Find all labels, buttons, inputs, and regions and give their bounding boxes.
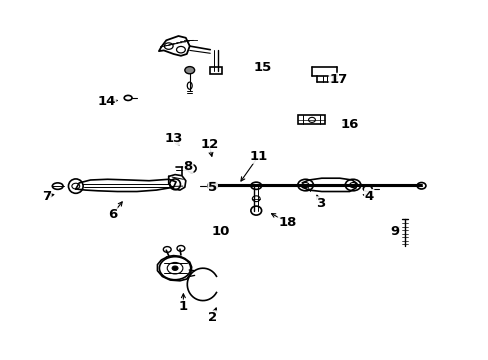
Text: 16: 16 (340, 118, 358, 131)
Text: 2: 2 (208, 311, 217, 324)
Text: 6: 6 (108, 208, 117, 221)
Text: 17: 17 (328, 73, 347, 86)
Text: 7: 7 (42, 190, 51, 203)
Circle shape (184, 67, 194, 74)
Text: 4: 4 (364, 190, 373, 203)
Text: 13: 13 (164, 132, 183, 145)
Bar (210, 67, 222, 74)
Text: 3: 3 (315, 197, 324, 210)
Text: 11: 11 (248, 150, 267, 163)
Text: 12: 12 (200, 138, 218, 151)
Text: 1: 1 (179, 300, 187, 313)
Bar (298, 115, 325, 124)
Text: 10: 10 (211, 225, 230, 238)
Text: 8: 8 (183, 160, 192, 173)
Text: 9: 9 (390, 225, 399, 238)
Text: 15: 15 (253, 61, 272, 74)
Circle shape (172, 266, 178, 270)
Text: 14: 14 (97, 95, 116, 108)
Text: 5: 5 (208, 181, 217, 194)
Text: 18: 18 (278, 216, 296, 229)
